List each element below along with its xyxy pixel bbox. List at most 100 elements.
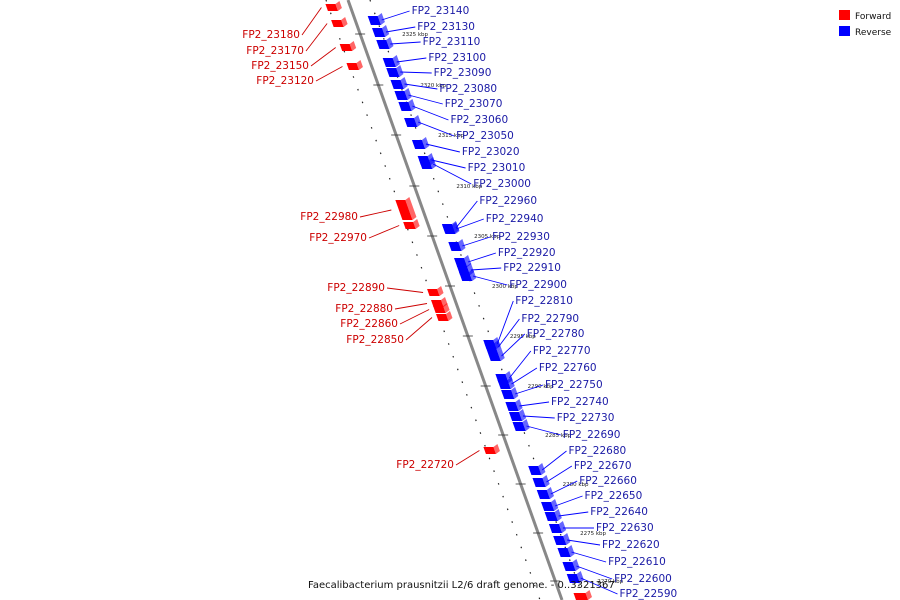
leader-line [396, 57, 427, 63]
gene-label-text: FP2_22600 [614, 573, 672, 585]
gene-face [325, 4, 338, 11]
leader-line [305, 23, 328, 52]
leader-line [472, 275, 508, 286]
reverse-gene-label: FP2_22740 [519, 396, 609, 408]
leader-line [368, 225, 400, 239]
reverse-gene-block [442, 222, 460, 234]
gene-label-text: FP2_23070 [445, 98, 503, 110]
gene-face [395, 200, 413, 220]
gene-face [331, 20, 344, 27]
reverse-gene-block [508, 409, 527, 421]
reverse-gene-label: FP2_22690 [526, 425, 621, 441]
gene-side [515, 399, 523, 411]
gene-label-text: FP2_23130 [417, 21, 475, 33]
gene-face [459, 272, 473, 281]
gene-side [413, 219, 420, 229]
gene-side [493, 444, 500, 454]
gene-face [484, 343, 498, 352]
gene-label-text: FP2_22620 [602, 539, 660, 551]
leader-line [496, 300, 514, 345]
kbp-ticks: 2325 kbp 2320 kbp 2315 kbp 2310 kbp 2305 kbp… [355, 32, 624, 585]
reverse-gene-block [371, 25, 390, 37]
leader-line [417, 121, 455, 137]
leader-line [431, 159, 466, 169]
gene-side [349, 41, 357, 51]
reverse-gene-block [382, 55, 400, 67]
leader-line [359, 209, 392, 218]
gene-label-text: FP2_22850 [346, 334, 404, 346]
reverse-gene-label: FP2_22620 [567, 539, 660, 551]
forward-gene-label: FP2_23170 [246, 23, 328, 57]
leader-line [405, 317, 433, 341]
gene-label-text: FP2_23150 [251, 60, 309, 72]
forward-gene-label: FP2_22720 [396, 450, 480, 471]
reverse-gene-block [544, 509, 562, 521]
reverse-gene-block [497, 377, 515, 389]
reverse-gene-block [512, 419, 530, 431]
gene-side [538, 463, 546, 475]
gene-face [557, 548, 571, 557]
leader-line [511, 367, 538, 385]
legend-forward-label: Forward [855, 12, 891, 22]
forward-gene-label: FP2_23180 [242, 7, 322, 41]
gene-face [435, 314, 449, 321]
forward-gene-block [483, 444, 500, 454]
gene-label-text: FP2_22910 [503, 262, 561, 274]
leader-line [554, 495, 583, 507]
reverse-gene-label: FP2_23100 [396, 52, 486, 64]
leader-line [455, 200, 478, 229]
gene-face [566, 574, 580, 583]
reverse-gene-block [541, 499, 559, 511]
gene-side [497, 349, 505, 361]
gene-face [382, 58, 396, 67]
gene-label-text: FP2_22810 [515, 295, 573, 307]
reverse-gene-label: FP2_23050 [417, 121, 514, 142]
leader-line [501, 333, 526, 357]
gene-label-text: FP2_23110 [423, 36, 481, 48]
forward-gene-label: FP2_22890 [327, 282, 424, 294]
reverse-gene-label: FP2_22680 [541, 445, 626, 471]
gene-face [548, 524, 563, 533]
leader-line [301, 7, 322, 36]
reverse-gene-label: FP2_22750 [514, 379, 603, 395]
gene-label-text: FP2_22970 [309, 232, 367, 244]
forward-gene-label: FP2_23150 [251, 47, 336, 72]
forward-gene-label: FP2_23120 [256, 66, 343, 87]
gene-label-text: FP2_22590 [620, 588, 678, 600]
kbp-tick-label: 2320 kbp [420, 83, 446, 89]
reverse-gene-label: FP2_23110 [390, 36, 480, 48]
reverse-gene-block [505, 399, 523, 411]
gene-face [346, 63, 359, 70]
reverse-gene-label: FP2_22810 [496, 295, 573, 345]
gene-label-text: FP2_23100 [428, 52, 486, 64]
leader-line [394, 303, 428, 310]
gene-side [445, 311, 453, 321]
gene-label-text: FP2_23090 [434, 67, 492, 79]
gene-label-text: FP2_22890 [327, 282, 385, 294]
gene-label-text: FP2_22640 [590, 506, 648, 518]
reverse-gene-label: FP2_22650 [554, 490, 642, 507]
reverse-gene-block [404, 115, 422, 127]
leader-line [519, 401, 550, 407]
map-caption: Faecalibacterium prausnitzii L2/6 draft … [308, 580, 615, 591]
gene-side [576, 571, 584, 583]
gene-side [572, 559, 580, 571]
gene-label-text: FP2_23140 [412, 5, 470, 17]
gene-label-text: FP2_22630 [596, 522, 654, 534]
gene-side [546, 487, 554, 499]
gene-side [335, 1, 342, 11]
forward-gene-label: FP2_22980 [300, 209, 392, 223]
kbp-tick-label: 2310 kbp [456, 184, 482, 190]
gene-label-text: FP2_23180 [242, 29, 300, 41]
gene-face [512, 422, 526, 431]
leader-line [470, 267, 502, 271]
reverse-gene-block [454, 255, 472, 267]
gene-face [431, 300, 444, 307]
leader-line [558, 511, 589, 517]
reverse-gene-block [528, 463, 546, 475]
gene-face [573, 593, 588, 600]
gene-face [505, 402, 519, 411]
reverse-gene-label: FP2_22790 [497, 313, 579, 348]
leader-line [381, 10, 410, 21]
gene-face [403, 222, 416, 229]
